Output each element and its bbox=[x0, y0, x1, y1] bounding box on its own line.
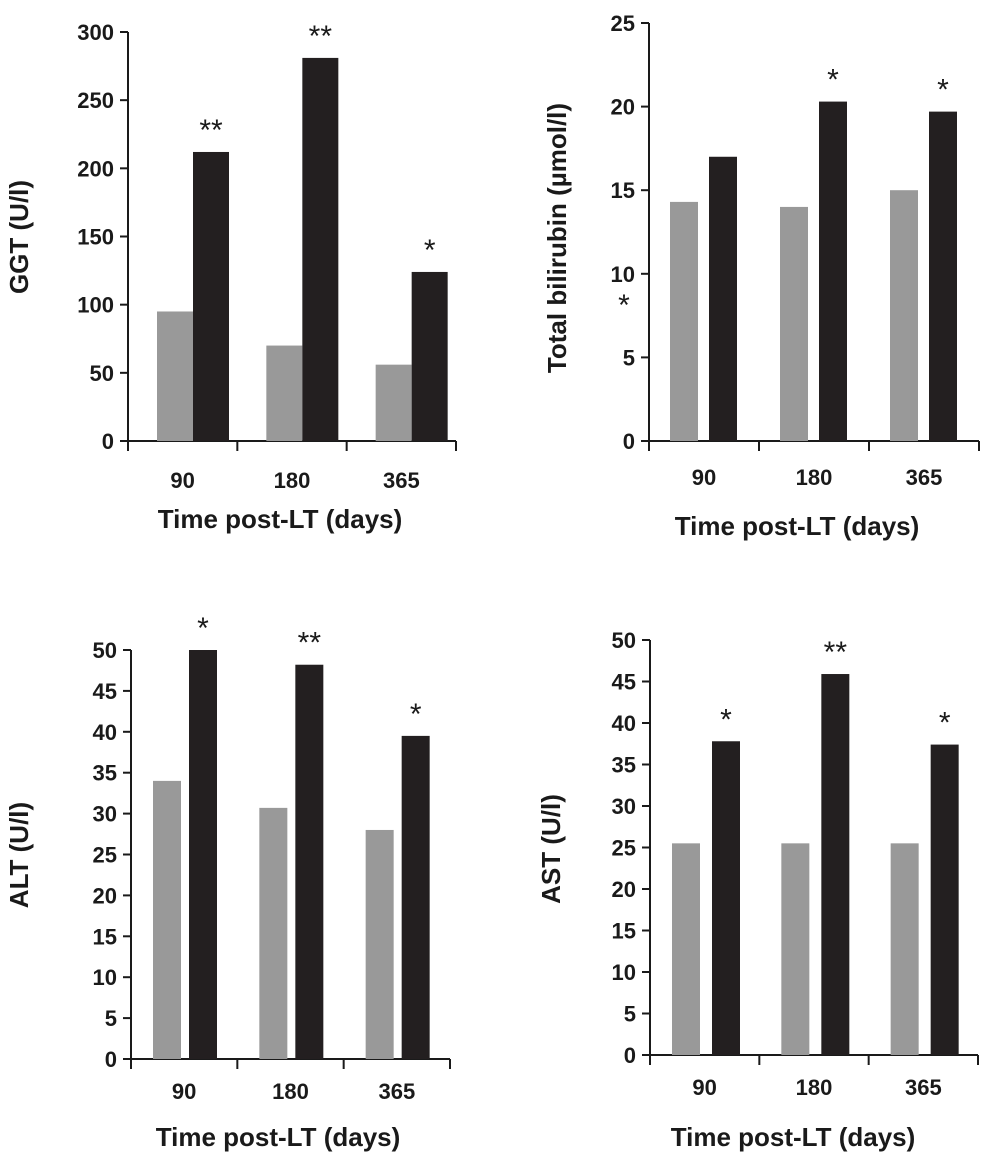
alt-bar-light bbox=[153, 780, 181, 1059]
ast-x-tick-label: 180 bbox=[796, 1075, 833, 1100]
ast-y-tick-label: 30 bbox=[612, 794, 636, 819]
ast-y-tick-label: 10 bbox=[612, 960, 636, 985]
ggt-significance-label: ** bbox=[199, 114, 223, 147]
ggt-y-tick-label: 0 bbox=[102, 429, 114, 454]
ggt-significance-label: ** bbox=[309, 20, 333, 53]
ggt-bar-dark bbox=[411, 271, 448, 441]
alt-y-axis-title: ALT (U/l) bbox=[4, 802, 34, 908]
alt-bar-dark bbox=[401, 735, 430, 1059]
alt-significance-label: * bbox=[410, 698, 422, 731]
ggt-x-tick-label: 365 bbox=[383, 468, 420, 493]
alt-y-tick-label: 45 bbox=[93, 679, 117, 704]
alt-x-tick-label: 365 bbox=[378, 1079, 415, 1104]
alt-bar-dark bbox=[189, 650, 217, 1059]
alt-y-tick-label: 30 bbox=[93, 802, 117, 827]
ast-y-tick-label: 0 bbox=[624, 1043, 636, 1068]
bilirubin-bar-dark bbox=[819, 101, 847, 442]
ggt-y-tick-label: 250 bbox=[77, 88, 114, 113]
ast-chart: AST (U/l) Time post-LT (days) 0 5 10 15 20 25… bbox=[536, 628, 979, 1152]
bilirubin-y-tick-label: 5 bbox=[623, 345, 635, 370]
alt-y-tick-label: 5 bbox=[105, 1006, 117, 1031]
bilirubin-x-tick-label: 180 bbox=[796, 465, 833, 490]
alt-y-tick-label: 10 bbox=[93, 965, 117, 990]
bilirubin-bar-light bbox=[890, 190, 918, 441]
ggt-x-tick-label: 180 bbox=[274, 468, 311, 493]
ast-y-tick-label: 5 bbox=[624, 1002, 636, 1027]
bilirubin-significance-label: * bbox=[937, 74, 949, 107]
bilirubin-extra-annotation: * bbox=[618, 289, 630, 322]
ast-x-axis-title: Time post-LT (days) bbox=[671, 1122, 916, 1152]
ast-y-tick-label: 15 bbox=[612, 919, 636, 944]
ggt-x-tick-label: 90 bbox=[170, 468, 194, 493]
alt-x-tick-label: 90 bbox=[172, 1079, 196, 1104]
alt-significance-label: * bbox=[197, 612, 209, 645]
ggt-bar-dark bbox=[302, 57, 339, 442]
alt-y-tick-label: 20 bbox=[93, 883, 117, 908]
ast-y-tick-label: 40 bbox=[612, 711, 636, 736]
ast-bar-dark bbox=[712, 741, 740, 1055]
ggt-y-tick-label: 300 bbox=[77, 20, 114, 45]
ast-bar-dark bbox=[821, 674, 850, 1055]
alt-y-tick-label: 25 bbox=[93, 843, 117, 868]
ast-y-axis-title: AST (U/l) bbox=[536, 794, 566, 904]
ast-y-tick-label: 50 bbox=[612, 628, 636, 653]
ast-significance-label: * bbox=[720, 703, 732, 736]
ggt-bar-light bbox=[375, 364, 412, 441]
bilirubin-bar-dark bbox=[709, 156, 737, 441]
ggt-x-axis-title: Time post-LT (days) bbox=[158, 504, 403, 534]
alt-y-tick-label: 50 bbox=[93, 638, 117, 663]
bilirubin-x-tick-label: 365 bbox=[906, 465, 943, 490]
ggt-significance-label: * bbox=[424, 234, 436, 267]
bilirubin-y-axis-title: Total bilirubin (µmol/l) bbox=[542, 103, 572, 373]
alt-x-axis-title: Time post-LT (days) bbox=[156, 1122, 401, 1152]
ast-y-tick-label: 35 bbox=[612, 753, 636, 778]
ggt-y-axis-title: GGT (U/l) bbox=[4, 180, 34, 294]
ggt-bar-light bbox=[157, 311, 193, 441]
alt-bar-dark bbox=[295, 664, 324, 1059]
ast-bar-light bbox=[890, 843, 919, 1055]
ast-y-tick-label: 45 bbox=[612, 670, 636, 695]
bilirubin-x-axis-title: Time post-LT (days) bbox=[675, 511, 920, 541]
bilirubin-chart: Total bilirubin (µmol/l) Time post-LT (d… bbox=[542, 11, 980, 541]
ast-y-tick-label: 25 bbox=[612, 836, 636, 861]
ggt-bar-dark bbox=[193, 151, 229, 441]
alt-bar-light bbox=[365, 829, 394, 1059]
ast-x-tick-label: 90 bbox=[692, 1075, 716, 1100]
bilirubin-bar-light bbox=[780, 206, 808, 441]
ast-bar-light bbox=[672, 843, 700, 1055]
bilirubin-x-tick-label: 90 bbox=[692, 465, 716, 490]
ast-y-tick-label: 20 bbox=[612, 877, 636, 902]
ast-significance-label: * bbox=[939, 707, 951, 740]
alt-y-tick-label: 35 bbox=[93, 761, 117, 786]
alt-chart: ALT (U/l) Time post-LT (days) 0 5 10 15 20 25… bbox=[4, 612, 451, 1152]
ggt-chart: GGT (U/l) Time post-LT (days) 0 50 100 150 2… bbox=[4, 20, 457, 534]
ggt-y-tick-label: 200 bbox=[77, 156, 114, 181]
ggt-y-tick-label: 50 bbox=[90, 361, 114, 386]
bilirubin-bar-dark bbox=[929, 111, 957, 441]
alt-bar-light bbox=[259, 807, 288, 1059]
bilirubin-y-tick-label: 10 bbox=[611, 262, 635, 287]
bilirubin-y-tick-label: 15 bbox=[611, 178, 635, 203]
alt-y-tick-label: 15 bbox=[93, 924, 117, 949]
bilirubin-y-tick-label: 25 bbox=[611, 11, 635, 36]
ast-x-tick-label: 365 bbox=[905, 1075, 942, 1100]
alt-y-tick-label: 0 bbox=[105, 1047, 117, 1072]
alt-y-tick-label: 40 bbox=[93, 720, 117, 745]
ast-bar-dark bbox=[930, 744, 959, 1055]
bilirubin-y-tick-label: 20 bbox=[611, 95, 635, 120]
ggt-y-tick-label: 150 bbox=[77, 225, 114, 250]
alt-significance-label: ** bbox=[298, 627, 322, 660]
bilirubin-y-tick-label: 0 bbox=[623, 429, 635, 454]
ast-bar-light bbox=[781, 843, 810, 1055]
bilirubin-significance-label: * bbox=[827, 64, 839, 97]
ast-significance-label: ** bbox=[824, 636, 848, 669]
bilirubin-bar-light bbox=[670, 201, 698, 441]
ggt-y-tick-label: 100 bbox=[77, 293, 114, 318]
alt-x-tick-label: 180 bbox=[272, 1079, 309, 1104]
ggt-bar-light bbox=[266, 345, 303, 441]
